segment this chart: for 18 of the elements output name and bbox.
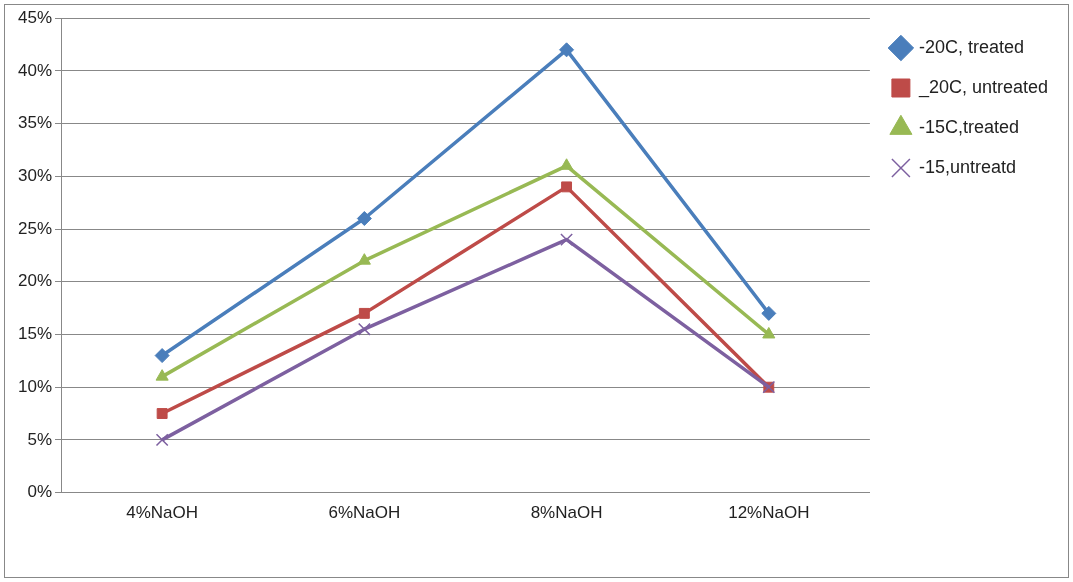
y-tick-label: 25% (17, 218, 53, 238)
x-tick-label: 4%NaOH (126, 503, 199, 523)
y-tick-label: 35% (17, 113, 53, 133)
legend-label: -15C,treated (918, 116, 1019, 137)
legend-label: _20C, untreated (917, 76, 1048, 98)
y-tick-label: 15% (17, 324, 53, 344)
y-tick-label: 10% (17, 376, 53, 396)
y-tick-label: 5% (27, 429, 53, 449)
legend-label: -20C, treated (918, 36, 1024, 57)
y-tick-label: 45% (17, 7, 53, 27)
y-tick-label: 40% (17, 60, 53, 80)
y-tick-label: 30% (17, 166, 53, 186)
legend-label: -15,untreatd (918, 156, 1016, 177)
x-tick-label: 12%NaOH (728, 503, 810, 523)
y-tick-label: 20% (17, 271, 53, 291)
y-tick-label: 0% (27, 482, 53, 502)
x-tick-label: 8%NaOH (530, 503, 603, 523)
x-tick-label: 6%NaOH (328, 503, 401, 523)
